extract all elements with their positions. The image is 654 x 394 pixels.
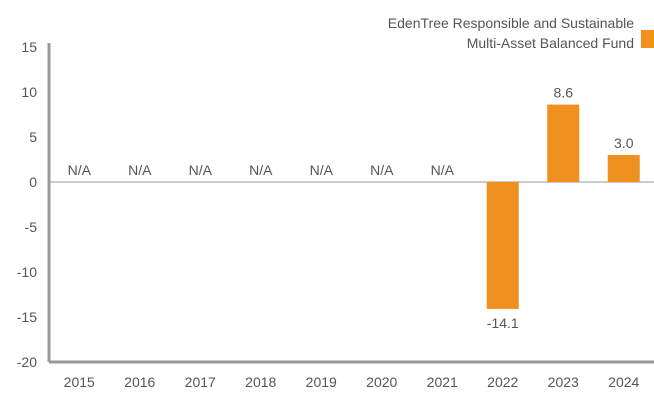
data-labels: N/A N/A N/A N/A N/A N/A N/A -14.1 8.6 3.0 — [68, 85, 634, 331]
data-label: N/A — [68, 162, 92, 178]
data-label: 3.0 — [614, 135, 634, 151]
y-tick-label: 5 — [29, 129, 37, 145]
bar — [486, 182, 519, 309]
data-label: -14.1 — [487, 315, 519, 331]
legend-swatch — [641, 30, 654, 48]
x-tick-label: 2018 — [245, 374, 276, 389]
y-tick-label: -10 — [17, 264, 37, 280]
x-tick-label: 2019 — [306, 374, 337, 389]
x-tick-label: 2021 — [427, 374, 458, 389]
data-label: N/A — [431, 162, 455, 178]
x-tick-label: 2022 — [487, 374, 518, 389]
data-label: N/A — [249, 162, 273, 178]
bar — [547, 104, 580, 182]
y-tick-label: 15 — [21, 39, 37, 55]
x-tick-label: 2023 — [548, 374, 579, 389]
y-tick-label: 10 — [21, 84, 37, 100]
data-label: N/A — [370, 162, 394, 178]
legend: EdenTree Responsible and Sustainable Mult… — [388, 15, 654, 51]
x-tick-label: 2015 — [64, 374, 95, 389]
x-tick-label: 2020 — [366, 374, 397, 389]
y-tick-label: -15 — [17, 309, 37, 325]
data-label: N/A — [189, 162, 213, 178]
legend-label-line-2: Multi-Asset Balanced Fund — [467, 35, 634, 51]
bar — [607, 155, 640, 182]
y-tick-label: -5 — [25, 219, 38, 235]
data-label: 8.6 — [554, 85, 574, 101]
data-label: N/A — [310, 162, 334, 178]
x-tick-label: 2024 — [608, 374, 639, 389]
x-tick-label: 2016 — [124, 374, 155, 389]
x-tick-label: 2017 — [185, 374, 216, 389]
axes: 15 10 5 0 -5 -10 -15 -20 2015 2016 2017 2018 2019 202… — [17, 39, 654, 390]
legend-label-line-1: EdenTree Responsible and Sustainable — [388, 15, 634, 31]
y-tick-label: 0 — [29, 174, 37, 190]
y-tick-label: -20 — [17, 354, 37, 370]
data-label: N/A — [128, 162, 152, 178]
bars — [486, 104, 640, 309]
